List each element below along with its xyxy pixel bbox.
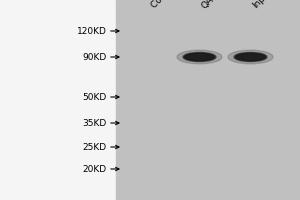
Ellipse shape	[184, 53, 214, 61]
Bar	[116, 0, 300, 200]
Text: 50KD: 50KD	[82, 92, 106, 102]
Text: 120KD: 120KD	[76, 26, 106, 36]
Ellipse shape	[234, 52, 267, 62]
Text: 90KD: 90KD	[82, 52, 106, 62]
Text: QARS: QARS	[200, 0, 224, 10]
Text: 35KD: 35KD	[82, 118, 106, 128]
Text: Input: Input	[250, 0, 274, 10]
Text: 25KD: 25KD	[82, 142, 106, 152]
Ellipse shape	[236, 53, 266, 61]
Text: Control IgG: Control IgG	[150, 0, 192, 10]
Ellipse shape	[228, 50, 273, 64]
Text: 20KD: 20KD	[82, 164, 106, 173]
Ellipse shape	[183, 52, 216, 62]
Ellipse shape	[177, 50, 222, 64]
